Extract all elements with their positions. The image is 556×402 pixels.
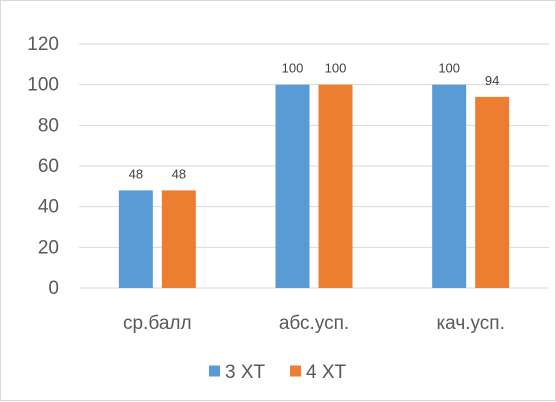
- data-label: 100: [325, 61, 347, 76]
- data-label: 48: [129, 166, 143, 181]
- y-tick-label: 100: [27, 75, 59, 96]
- category-label: кач.усп.: [436, 313, 504, 334]
- y-tick-label: 20: [38, 237, 59, 258]
- legend-label: 3 ХТ: [225, 362, 266, 383]
- y-tick-label: 60: [38, 156, 59, 177]
- x-axis-categories: ср.балл абс.усп. кач.усп.: [123, 313, 505, 334]
- bar: [118, 190, 153, 288]
- data-label: 94: [485, 73, 499, 88]
- y-axis-ticks: 0 20 40 60 80 100 120: [27, 34, 59, 299]
- bar: [275, 84, 310, 289]
- bars: [118, 84, 510, 289]
- bar: [161, 190, 196, 288]
- data-label: 100: [282, 61, 304, 76]
- bar: [475, 96, 510, 288]
- y-tick-label: 0: [48, 278, 59, 299]
- y-tick-label: 120: [27, 34, 59, 55]
- bar: [432, 84, 467, 289]
- legend-swatch: [290, 365, 301, 377]
- category-label: абс.усп.: [279, 313, 349, 334]
- legend-label: 4 ХТ: [306, 362, 347, 383]
- category-label: ср.балл: [123, 313, 192, 334]
- bar: [318, 84, 353, 289]
- data-label: 48: [172, 166, 186, 181]
- legend: 3 ХТ 4 ХТ: [209, 362, 347, 383]
- y-tick-label: 40: [38, 197, 59, 218]
- data-label: 100: [438, 61, 460, 76]
- legend-swatch: [209, 365, 220, 377]
- gridlines: [79, 43, 549, 289]
- data-labels: 48 48 100 100 100 94: [129, 61, 500, 182]
- y-tick-label: 80: [38, 115, 59, 136]
